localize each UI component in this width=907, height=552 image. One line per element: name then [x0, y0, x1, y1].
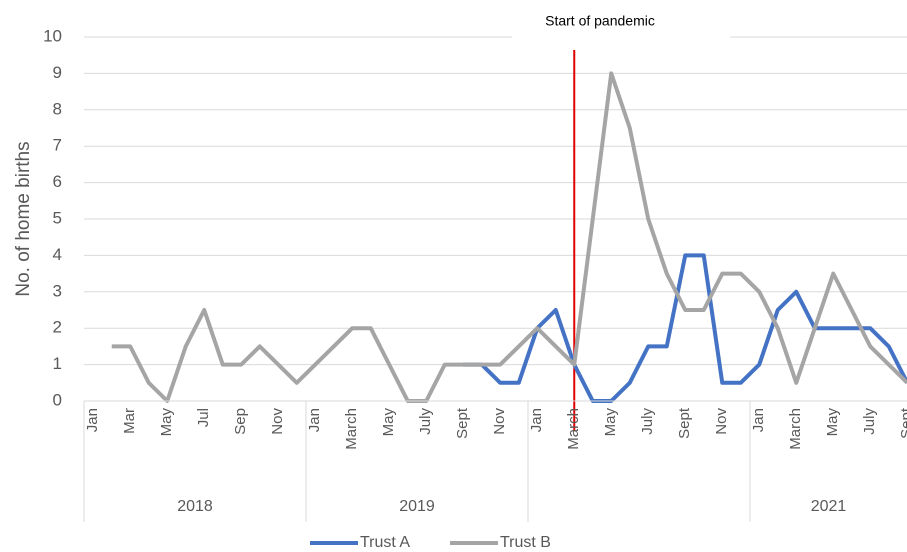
y-axis-label: No. of home births [13, 141, 34, 296]
annotation-background [512, 10, 730, 44]
x-tick-label: Sept [454, 407, 471, 439]
x-tick-label: May [380, 408, 397, 437]
legend-label: Trust B [500, 534, 551, 551]
x-tick-label: Nov [713, 408, 730, 435]
x-tick-label: Sept [676, 407, 693, 439]
y-tick-label: 5 [53, 208, 62, 227]
x-tick-label: March [343, 408, 360, 450]
x-tick-label: May [158, 408, 175, 437]
y-tick-label: 7 [53, 136, 62, 155]
y-tick-label: 2 [53, 318, 62, 337]
y-tick-label: 4 [53, 245, 62, 264]
x-tick-label: May [824, 408, 841, 437]
x-tick-label: July [639, 408, 656, 435]
y-tick-label: 0 [53, 390, 62, 409]
group-label: 2019 [399, 498, 435, 515]
x-tick-label: July [861, 408, 878, 435]
x-tick-label: Nov [269, 408, 286, 435]
x-tick-label: March [787, 408, 804, 450]
x-tick-label: Sept [898, 407, 907, 439]
annotation-text: Start of pandemic [545, 13, 655, 29]
group-label: 2021 [811, 498, 847, 515]
x-tick-label: Mar [121, 408, 138, 434]
y-tick-label: 6 [53, 172, 62, 191]
x-tick-label: Nov [491, 408, 508, 435]
series-line [111, 71, 907, 403]
x-tick-label: Sep [232, 408, 249, 435]
x-tick-label: Jan [750, 408, 767, 432]
x-tick-label: May [602, 408, 619, 437]
x-tick-label: Jul [195, 408, 212, 427]
x-tick-label: Jan [84, 408, 101, 432]
x-tick-label: March [565, 408, 582, 450]
y-tick-label: 10 [43, 26, 62, 45]
y-tick-label: 3 [53, 281, 62, 300]
y-tick-label: 1 [53, 354, 62, 373]
x-tick-label: Jan [528, 408, 545, 432]
legend-label: Trust A [360, 534, 410, 551]
x-tick-label: Jan [306, 408, 323, 432]
x-tick-label: July [417, 408, 434, 435]
y-tick-label: 8 [53, 99, 62, 118]
y-tick-label: 9 [53, 63, 62, 82]
group-label: 2018 [177, 498, 213, 515]
